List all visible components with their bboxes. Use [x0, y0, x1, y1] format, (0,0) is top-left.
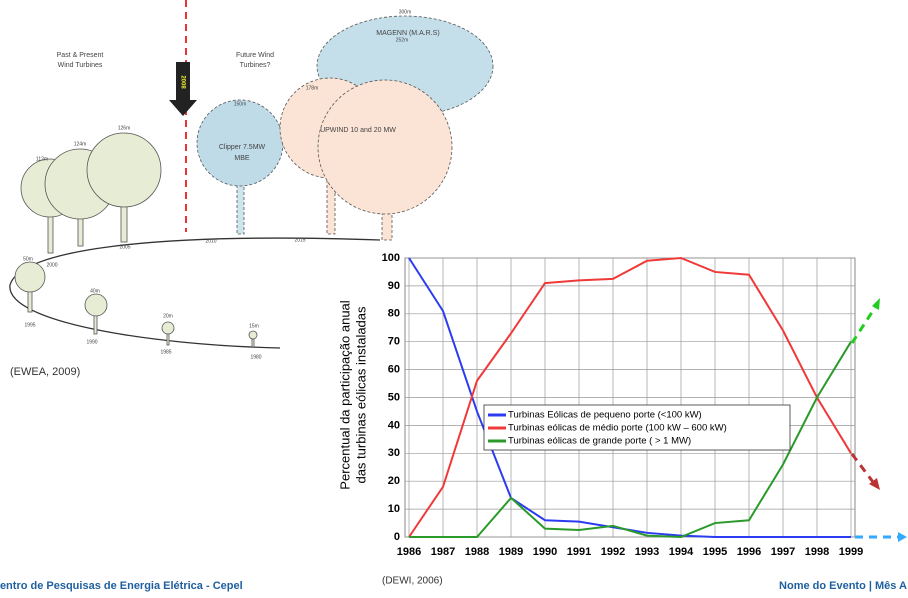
tower	[121, 206, 127, 242]
year-label: 2010	[205, 238, 216, 244]
x-tick-label: 1995	[703, 546, 727, 558]
size-label: 15m	[249, 323, 259, 329]
trend-arrows	[852, 298, 907, 542]
footer-left: Centro de Pesquisas de Energia Elétrica …	[0, 580, 243, 592]
size-label: 252m	[396, 37, 409, 43]
y-tick-label: 100	[382, 252, 400, 264]
past-title: Past & Present	[57, 52, 104, 59]
tower	[252, 339, 254, 347]
year-label: 2015	[294, 237, 305, 243]
timeline-curve	[10, 238, 380, 348]
x-tick-label: 1987	[431, 546, 455, 558]
magenn-label: MAGENN (M.A.R.S)	[376, 30, 439, 37]
chart-source: (DEWI, 2006)	[382, 576, 443, 587]
trend-arrow	[852, 306, 876, 343]
rotor	[318, 80, 452, 214]
line-chart: Percentual da participação anual das tur…	[337, 252, 863, 587]
y-tick-label: 40	[388, 419, 400, 431]
tower	[78, 218, 83, 246]
past-title: Wind Turbines	[58, 62, 103, 69]
year-label: 1990	[86, 339, 97, 345]
slide: 2008 Past & Present Wind Turbines Future…	[0, 0, 908, 593]
future-title: Future Wind	[236, 52, 274, 59]
x-tick-label: 1990	[533, 546, 557, 558]
arrow-head	[898, 532, 907, 542]
y-tick-label: 70	[388, 336, 400, 348]
tower	[94, 314, 97, 334]
legend-label: Turbinas Eólicas de pequeno porte (<100 …	[508, 410, 702, 421]
y-tick-label: 20	[388, 475, 400, 487]
size-label: 178m	[306, 85, 319, 91]
y-tick-label: 60	[388, 364, 400, 376]
y-tick-label: 80	[388, 308, 400, 320]
size-label: 50m	[23, 256, 33, 262]
future-title: Turbines?	[240, 62, 271, 69]
upwind-label: UPWIND 10 and 20 MW	[320, 127, 396, 134]
size-label: 300m	[399, 9, 412, 15]
size-label: 124m	[74, 141, 87, 147]
legend-label: Turbinas eólicas de médio porte (100 kW …	[508, 423, 727, 434]
x-tick-label: 1991	[567, 546, 591, 558]
y-tick-label: 0	[394, 531, 400, 543]
x-tick-label: 1996	[737, 546, 761, 558]
tower	[237, 184, 244, 234]
rotor	[87, 133, 161, 207]
legend-label: Turbinas eólicas de grande porte ( > 1 M…	[508, 436, 691, 447]
year-arrow	[169, 62, 197, 116]
y-tick-label: 90	[388, 280, 400, 292]
source: (EWEA, 2009)	[10, 366, 80, 378]
y-axis-label: das turbinas eólicas instaladas	[353, 306, 368, 484]
rotor	[85, 294, 107, 316]
x-tick-label: 1992	[601, 546, 625, 558]
x-tick-label: 1998	[805, 546, 829, 558]
y-axis-label: Percentual da participação anual	[337, 300, 352, 489]
tower	[167, 333, 169, 345]
x-tick-label: 1989	[499, 546, 523, 558]
y-tick-label: 30	[388, 447, 400, 459]
year-label: 2000	[46, 262, 57, 268]
x-tick-label: 1988	[465, 546, 489, 558]
size-label: 112m	[36, 156, 48, 162]
rotor	[15, 262, 45, 292]
x-tick-label: 1993	[635, 546, 659, 558]
size-label: 40m	[90, 288, 100, 294]
x-tick-label: 1994	[669, 546, 694, 558]
tower	[382, 210, 392, 240]
x-tick-label: 1997	[771, 546, 795, 558]
size-label: 150m	[234, 101, 247, 107]
y-tick-label: 10	[388, 503, 400, 515]
y-tick-label: 50	[388, 391, 400, 403]
x-tick-label: 1999	[839, 546, 863, 558]
year-label: 1985	[160, 349, 171, 355]
clipper-label: Clipper 7.5MW	[219, 144, 266, 151]
tower	[28, 290, 32, 312]
year-label: 1995	[24, 322, 35, 328]
year-label: 1980	[250, 354, 261, 360]
arrow-head	[872, 298, 880, 310]
x-tick-label: 1986	[397, 546, 421, 558]
rotor	[249, 331, 257, 339]
rotor	[162, 322, 174, 334]
size-label: 20m	[163, 313, 173, 319]
tower	[48, 215, 53, 253]
footer-right: Nome do Evento | Mês A	[779, 580, 907, 592]
size-label: 126m	[118, 125, 131, 131]
clipper-label: MBE	[234, 155, 250, 162]
year-label: 2005	[119, 244, 130, 250]
year-marker: 2008	[179, 75, 185, 89]
